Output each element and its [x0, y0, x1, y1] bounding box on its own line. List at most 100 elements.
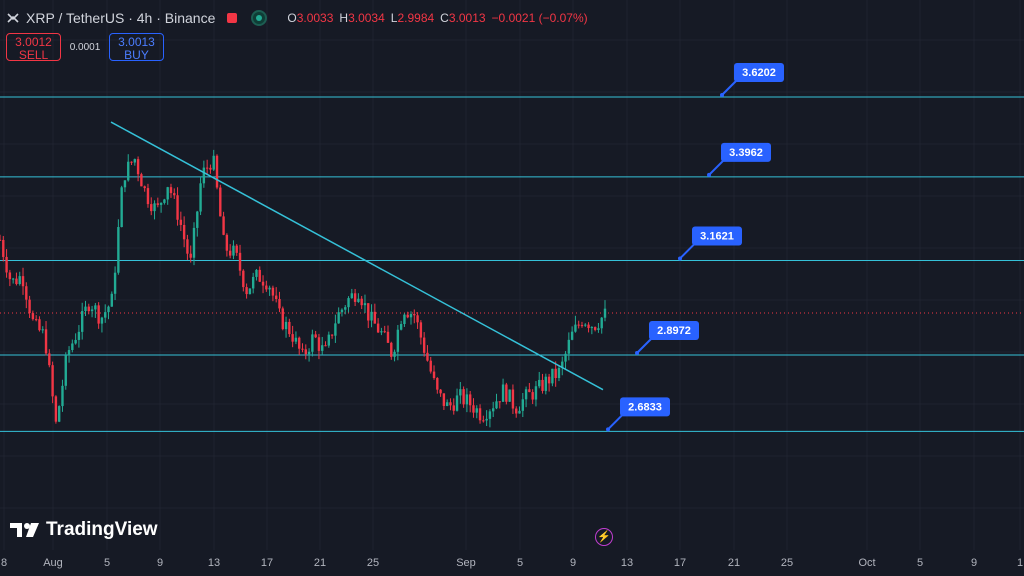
candle-body — [202, 167, 206, 184]
horizontal-levels: 3.6202 3.3962 3.1621 2.8972 2.6833 — [0, 63, 1024, 432]
candle-body — [505, 384, 508, 402]
candle-body — [133, 159, 137, 163]
level-pointer — [607, 412, 625, 431]
candle-body — [363, 303, 367, 306]
candle-body — [278, 299, 281, 309]
candle-body — [551, 368, 554, 384]
candle-body — [182, 224, 186, 240]
candle-body — [593, 327, 597, 330]
candle-body — [376, 323, 380, 333]
candle-body — [462, 389, 465, 405]
flash-icon[interactable]: ⚡ — [595, 528, 613, 546]
candle-body — [41, 329, 44, 331]
trendline[interactable] — [110, 121, 604, 391]
candle-body — [554, 368, 557, 379]
candle-body — [370, 311, 373, 321]
candle-body — [268, 287, 271, 290]
level-label-box[interactable] — [649, 321, 699, 340]
candle-body — [574, 324, 577, 332]
candle-body — [64, 355, 67, 386]
market-status-icon[interactable] — [251, 10, 268, 26]
candle-body — [255, 269, 258, 277]
candle-body — [360, 298, 363, 306]
candle-body — [570, 331, 574, 340]
candle-body — [459, 389, 462, 396]
candle-body — [373, 311, 377, 324]
candle-body — [176, 195, 179, 220]
symbol-title[interactable]: XRP / TetherUS · 4h · Binance — [26, 10, 216, 26]
candle-body — [235, 245, 238, 253]
candle-body — [396, 329, 400, 352]
candle-body — [51, 365, 54, 397]
x-tick-label: 21 — [314, 557, 326, 569]
candle-body — [107, 306, 110, 313]
candle-body — [547, 376, 551, 384]
candle-body — [11, 278, 15, 280]
chart-grid — [0, 0, 1024, 550]
candle-body — [159, 202, 163, 205]
candle-body — [468, 394, 472, 406]
candle-body — [123, 180, 127, 188]
candle-body — [146, 188, 150, 205]
sell-button[interactable]: 3.0012 SELL — [6, 33, 61, 62]
candle-body — [38, 319, 41, 331]
level-label-box[interactable] — [620, 397, 670, 417]
candle-body — [564, 353, 567, 362]
candle-body — [413, 314, 416, 316]
candle-body — [143, 186, 146, 189]
candle-body — [232, 245, 235, 256]
candle-body — [587, 324, 590, 329]
x-tick-label: 13 — [621, 557, 633, 569]
candle-body — [386, 331, 390, 343]
candle-body — [482, 420, 485, 422]
candle-body — [90, 309, 94, 312]
candle-body — [449, 402, 452, 406]
candle-body — [406, 314, 409, 318]
level-anchor — [678, 256, 682, 261]
tradingview-logo[interactable]: TradingView — [10, 519, 158, 541]
candle-body — [140, 174, 143, 187]
candle-body — [399, 324, 403, 330]
candle-body — [485, 418, 488, 421]
candle-body — [209, 167, 212, 170]
x-tick-label: 25 — [367, 557, 379, 569]
candle-body — [334, 323, 337, 336]
candle-body — [534, 386, 538, 400]
tradingview-logo-icon — [10, 523, 39, 537]
flag-icon[interactable] — [227, 13, 238, 23]
x-tick-label: Oct — [858, 557, 875, 569]
candle-body — [205, 167, 209, 169]
candle-body — [15, 278, 18, 285]
candle-body — [416, 315, 419, 323]
candle-body — [245, 287, 248, 295]
candle-body — [455, 395, 459, 411]
candle-body — [584, 324, 587, 326]
candle-body — [228, 250, 232, 256]
candle-body — [488, 411, 492, 419]
level-label-box[interactable] — [721, 142, 771, 162]
candle-body — [173, 193, 176, 196]
candle-body — [54, 396, 58, 422]
candle-body — [186, 239, 189, 254]
candle-body — [212, 155, 215, 170]
candle-body — [261, 281, 265, 286]
x-tick-label: 13 — [208, 557, 220, 569]
level-label-box[interactable] — [734, 63, 784, 82]
buy-button[interactable]: 3.0013 BUY — [109, 33, 164, 62]
candle-body — [298, 337, 301, 349]
candle-body — [100, 317, 104, 324]
candle-body — [390, 342, 393, 357]
candle-body — [222, 216, 225, 235]
level-label-box[interactable] — [692, 226, 742, 246]
candle-body — [337, 312, 340, 324]
candle-body — [238, 252, 242, 271]
candle-body — [248, 288, 252, 295]
candle-body — [528, 389, 531, 393]
candle-body — [48, 353, 51, 366]
candle-body — [219, 187, 222, 217]
candle-body — [501, 384, 505, 402]
candle-body — [521, 399, 524, 411]
candle-body — [242, 270, 245, 288]
candle-body — [478, 408, 482, 421]
